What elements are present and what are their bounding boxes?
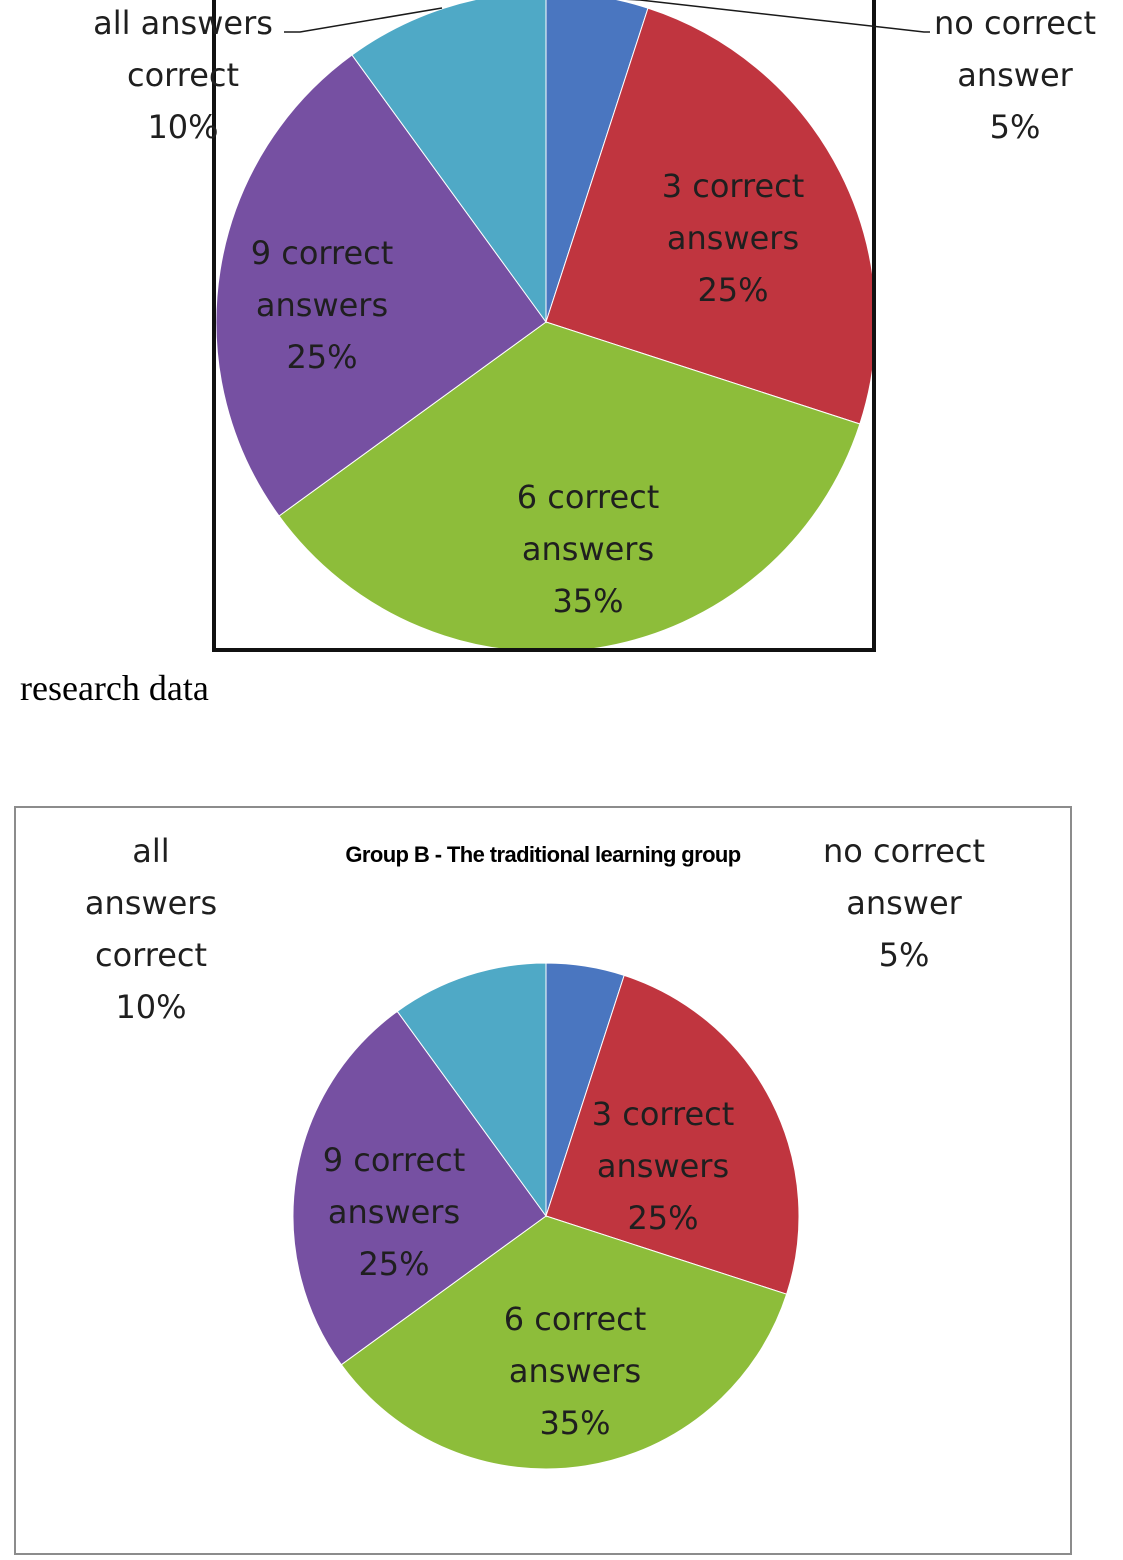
slice-label-3-correct: 3 correct answers 25% — [662, 167, 805, 309]
slice-label-all: all answers correct 10% — [85, 832, 217, 1026]
pie-chart-group-a: no correct answer 5% 3 correct answers 25% 6 c… — [93, 0, 1096, 653]
slice-label-line: no correct — [823, 832, 985, 870]
pie-slices — [215, 0, 877, 653]
slice-label-6-correct: 6 correct answers 35% — [517, 478, 660, 620]
slice-label-line: answers — [256, 286, 388, 324]
leader-lines — [284, 0, 930, 33]
pie-slices — [292, 962, 800, 1470]
pie-slice-3-correct — [545, 974, 800, 1295]
pie-slice-6-correct — [278, 321, 861, 653]
slice-label-line: all answers — [93, 4, 273, 42]
slice-label-line: 6 correct — [504, 1300, 647, 1338]
slice-label-line: answers — [597, 1147, 729, 1185]
slice-label-line: correct — [127, 56, 239, 94]
slice-label-line: 10% — [115, 988, 186, 1026]
figure-caption: research data — [20, 668, 209, 708]
slice-labels: no correct answer 5% 3 correct answers 25% 6 c… — [93, 4, 1096, 620]
slice-label-line: answer — [846, 884, 962, 922]
slice-label-line: 3 correct — [592, 1095, 735, 1133]
slice-label-line: 5% — [879, 936, 930, 974]
slice-label-line: answers — [328, 1193, 460, 1231]
slice-label-line: all — [132, 832, 169, 870]
slice-label-no-correct: no correct answer 5% — [823, 832, 985, 974]
pie-slice-9-correct — [292, 1010, 547, 1366]
slice-label-line: 6 correct — [517, 478, 660, 516]
slice-label-line: 35% — [539, 1404, 610, 1442]
pie-slice-6-correct — [340, 1215, 788, 1470]
slice-label-line: 25% — [286, 338, 357, 376]
slice-label-line: 25% — [358, 1245, 429, 1283]
slice-label-line: 9 correct — [251, 234, 394, 272]
pie-chart-group-b: Group B - The traditional learning group… — [14, 806, 1072, 1555]
slice-label-line: 3 correct — [662, 167, 805, 205]
slice-label-line: answers — [667, 219, 799, 257]
chart-frame — [212, 0, 876, 652]
pie-slice-all — [396, 962, 547, 1218]
slice-label-3-correct: 3 correct answers 25% — [592, 1095, 735, 1237]
pie-slice-9-correct — [215, 54, 547, 517]
slice-label-line: answer — [957, 56, 1073, 94]
pie-slice-all-answers — [351, 0, 547, 324]
slice-label-line: no correct — [934, 4, 1096, 42]
slice-label-line: answers — [85, 884, 217, 922]
slice-label-6-correct: 6 correct answers 35% — [504, 1300, 647, 1442]
leader-line-no-correct — [625, 0, 930, 33]
slice-label-9-correct: 9 correct answers 25% — [323, 1141, 466, 1283]
slice-label-line: 25% — [627, 1199, 698, 1237]
slice-label-all-answers: all answers correct 10% — [93, 4, 273, 146]
slice-label-no-correct: no correct answer 5% — [934, 4, 1096, 146]
slice-label-line: 5% — [990, 108, 1041, 146]
slice-labels: no correct answer 5% 3 correct answers 25% 6 c… — [85, 832, 985, 1442]
leader-line-all-answers — [284, 7, 443, 33]
slice-label-line: answers — [509, 1352, 641, 1390]
slice-label-line: 10% — [147, 108, 218, 146]
slice-label-line: 35% — [552, 582, 623, 620]
slice-label-line: 9 correct — [323, 1141, 466, 1179]
slice-label-line: answers — [522, 530, 654, 568]
slice-label-9-correct: 9 correct answers 25% — [251, 234, 394, 376]
slice-label-line: correct — [95, 936, 207, 974]
slice-label-line: 25% — [697, 271, 768, 309]
chart-title: Group B - The traditional learning group — [345, 842, 740, 867]
